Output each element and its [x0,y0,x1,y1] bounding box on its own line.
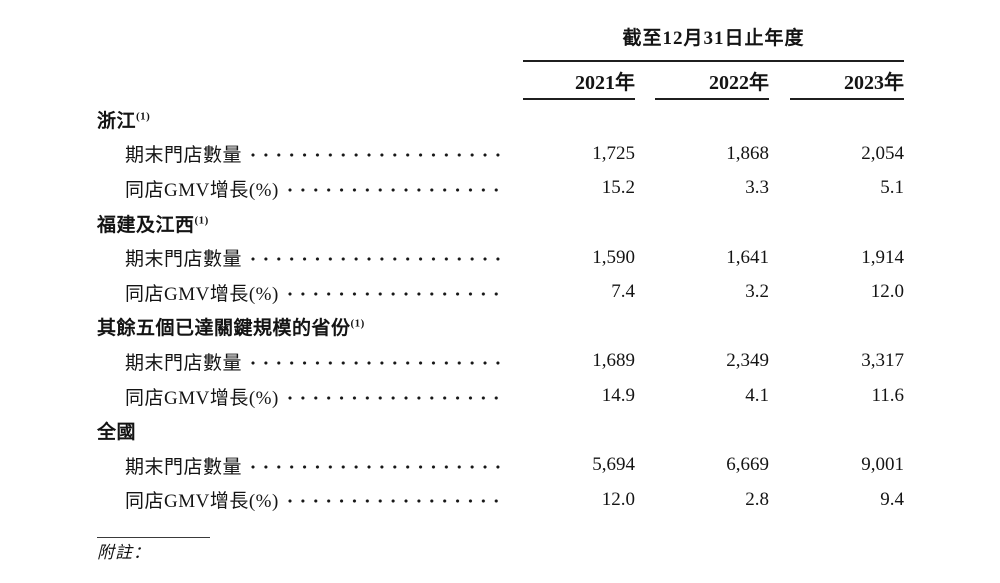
dot-leader [251,359,501,366]
metric-row-gmv: 同店GMV增長(%) 14.9 4.1 11.6 [97,379,905,414]
section-header-row: 浙江(1) [97,102,905,137]
dot-leader [287,186,501,193]
year-column-2022: 2022年 [655,71,769,100]
section-label-text: 其餘五個已達關鍵規模的省份 [97,318,351,340]
footnote-ref: (1) [350,318,365,331]
section-header-row: 其餘五個已達關鍵規模的省份(1) [97,310,905,345]
value-cell: 2,349 [726,350,769,372]
dot-leader [287,290,501,297]
value-cell: 5,694 [592,454,635,476]
value-cell: 9,001 [861,454,904,476]
value-cell: 12.0 [870,281,904,303]
dot-leader [251,152,501,159]
metric-label: 同店GMV增長(%) [125,179,279,201]
value-cell: 5.1 [880,177,904,199]
metric-label: 期末門店數量 [125,456,243,478]
value-cell: 3.3 [745,177,769,199]
value-cell: 12.0 [601,488,635,510]
value-cell: 9.4 [880,488,904,510]
dot-leader [251,463,501,470]
dot-leader [287,394,501,401]
metric-row-stores: 期末門店數量 1,725 1,868 2,054 [97,137,905,172]
metric-label: 同店GMV增長(%) [125,283,279,305]
table-header: 截至12月31日止年度 2021年 2022年 2023年 [523,26,904,100]
value-cell: 6,669 [726,454,769,476]
metric-row-gmv: 同店GMV增長(%) 12.0 2.8 9.4 [97,483,905,518]
metric-label: 同店GMV增長(%) [125,387,279,409]
value-cell: 14.9 [601,385,635,407]
section-label: 浙江(1) [97,106,150,133]
value-cell: 1,689 [592,350,635,372]
metric-row-gmv: 同店GMV增長(%) 15.2 3.3 5.1 [97,171,905,206]
value-cell: 2,054 [861,142,904,164]
section-label-text: 浙江 [97,110,137,132]
value-cell: 15.2 [601,177,635,199]
value-cell: 1,914 [861,246,904,268]
metric-row-stores: 期末門店數量 1,590 1,641 1,914 [97,240,905,275]
footnote-ref: (1) [194,214,209,227]
value-cell: 3,317 [861,350,904,372]
value-cell: 1,641 [726,246,769,268]
dot-leader [251,256,501,263]
value-cell: 7.4 [611,281,635,303]
year-column-2023: 2023年 [790,71,904,100]
section-header-row: 福建及江西(1) [97,206,905,241]
footnote-rule [97,537,210,539]
metric-row-stores: 期末門店數量 5,694 6,669 9,001 [97,448,905,483]
table-body: 浙江(1) 期末門店數量 1,725 1,868 2,054 同店GMV增長(%… [97,102,905,517]
value-cell: 1,725 [592,142,635,164]
metric-label: 同店GMV增長(%) [125,491,279,513]
metric-label: 期末門店數量 [125,352,243,374]
year-column-2021: 2021年 [523,71,635,100]
header-rule [523,60,904,62]
section-label: 其餘五個已達關鍵規模的省份(1) [97,313,365,340]
value-cell: 11.6 [871,385,904,407]
footnote-ref: (1) [136,110,151,123]
metric-label: 期末門店數量 [125,145,243,167]
dot-leader [287,498,501,505]
section-header-row: 全國 [97,413,905,448]
metric-row-gmv: 同店GMV增長(%) 7.4 3.2 12.0 [97,275,905,310]
metric-label: 期末門店數量 [125,249,243,271]
value-cell: 1,868 [726,142,769,164]
value-cell: 4.1 [745,385,769,407]
section-label-text: 全國 [97,422,137,444]
footnote-label: 附註： [97,543,151,563]
value-cell: 1,590 [592,246,635,268]
value-cell: 3.2 [745,281,769,303]
value-cell: 2.8 [745,488,769,510]
section-label: 全國 [97,417,136,444]
section-label: 福建及江西(1) [97,210,209,237]
metric-row-stores: 期末門店數量 1,689 2,349 3,317 [97,344,905,379]
financial-table: 截至12月31日止年度 2021年 2022年 2023年 浙江(1) 期末門店… [97,26,905,563]
period-header: 截至12月31日止年度 [622,28,805,49]
section-label-text: 福建及江西 [97,214,195,236]
year-columns-row: 2021年 2022年 2023年 [523,71,904,100]
